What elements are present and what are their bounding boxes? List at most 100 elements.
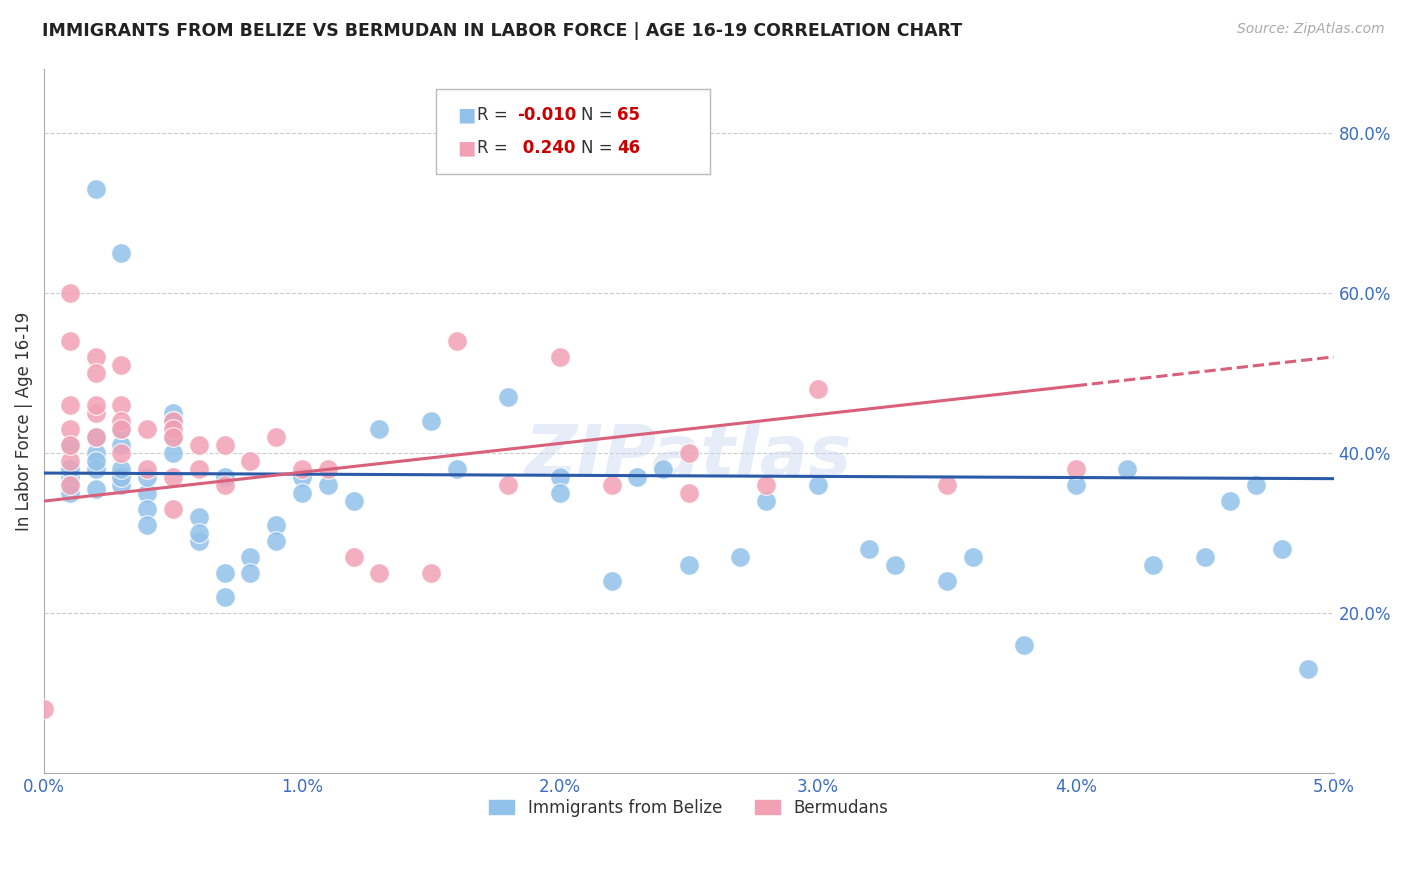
Text: Source: ZipAtlas.com: Source: ZipAtlas.com (1237, 22, 1385, 37)
Text: ZIPatlas: ZIPatlas (526, 422, 852, 491)
Point (32, 702, 55, 716)
Point (110, 422, 132, 436)
Point (136, 486, 159, 500)
Point (1064, 478, 1087, 492)
Point (110, 462, 132, 476)
Text: 65: 65 (617, 106, 640, 124)
Point (162, 414, 184, 428)
Point (84, 462, 107, 476)
Point (84, 430, 107, 444)
Point (187, 534, 209, 549)
Point (316, 462, 339, 476)
Point (1219, 494, 1241, 508)
Point (136, 518, 159, 533)
Point (214, 566, 236, 581)
Point (59, 334, 82, 348)
Point (110, 478, 132, 492)
Legend: Immigrants from Belize, Bermudans: Immigrants from Belize, Bermudans (481, 790, 897, 825)
Text: 0.240: 0.240 (517, 139, 576, 157)
Point (162, 422, 184, 436)
Point (1271, 542, 1294, 557)
Point (291, 486, 314, 500)
Point (84, 454, 107, 468)
Point (84, 430, 107, 444)
Point (962, 550, 984, 565)
Point (755, 478, 778, 492)
Point (110, 398, 132, 412)
Point (136, 422, 159, 436)
Point (1012, 638, 1035, 652)
Point (548, 486, 571, 500)
Text: R =: R = (477, 139, 513, 157)
Point (316, 478, 339, 492)
Point (162, 414, 184, 428)
Point (136, 502, 159, 516)
Point (1246, 478, 1268, 492)
Point (807, 382, 830, 396)
Point (1296, 662, 1319, 676)
Point (291, 462, 314, 476)
Point (59, 462, 82, 476)
Point (498, 390, 520, 404)
Point (162, 470, 184, 484)
Text: R =: R = (477, 106, 513, 124)
Point (162, 430, 184, 444)
Point (548, 470, 571, 484)
Point (368, 422, 391, 436)
Point (110, 446, 132, 460)
Point (342, 550, 364, 565)
Point (420, 414, 443, 428)
Point (884, 558, 907, 573)
Point (935, 574, 957, 589)
Point (59, 486, 82, 500)
Point (239, 566, 262, 581)
Point (264, 518, 287, 533)
Point (368, 566, 391, 581)
Text: IMMIGRANTS FROM BELIZE VS BERMUDAN IN LABOR FORCE | AGE 16-19 CORRELATION CHART: IMMIGRANTS FROM BELIZE VS BERMUDAN IN LA… (42, 22, 963, 40)
Y-axis label: In Labor Force | Age 16-19: In Labor Force | Age 16-19 (15, 311, 32, 531)
Text: ■: ■ (457, 139, 475, 158)
Point (110, 422, 132, 436)
Point (1064, 462, 1087, 476)
Point (187, 438, 209, 452)
Point (59, 478, 82, 492)
Point (600, 574, 623, 589)
Text: N =: N = (581, 139, 617, 157)
Point (84, 406, 107, 420)
Point (162, 406, 184, 420)
Point (162, 502, 184, 516)
Point (84, 182, 107, 196)
Point (59, 422, 82, 436)
Point (342, 494, 364, 508)
Point (678, 486, 700, 500)
Point (59, 478, 82, 492)
Point (187, 526, 209, 541)
Point (652, 462, 675, 476)
Point (59, 285, 82, 300)
Point (291, 470, 314, 484)
Point (84, 398, 107, 412)
Point (239, 454, 262, 468)
Point (1116, 462, 1139, 476)
Point (678, 558, 700, 573)
Point (214, 438, 236, 452)
Text: 46: 46 (617, 139, 640, 157)
Text: N =: N = (581, 106, 617, 124)
Point (187, 462, 209, 476)
Point (446, 334, 468, 348)
Point (935, 478, 957, 492)
Point (162, 446, 184, 460)
Point (84, 446, 107, 460)
Point (214, 591, 236, 605)
Point (600, 478, 623, 492)
Point (730, 550, 752, 565)
Point (498, 478, 520, 492)
Point (858, 542, 880, 557)
Point (446, 462, 468, 476)
Point (59, 454, 82, 468)
Point (59, 438, 82, 452)
Point (110, 414, 132, 428)
Point (626, 470, 648, 484)
Point (162, 430, 184, 444)
Point (239, 550, 262, 565)
